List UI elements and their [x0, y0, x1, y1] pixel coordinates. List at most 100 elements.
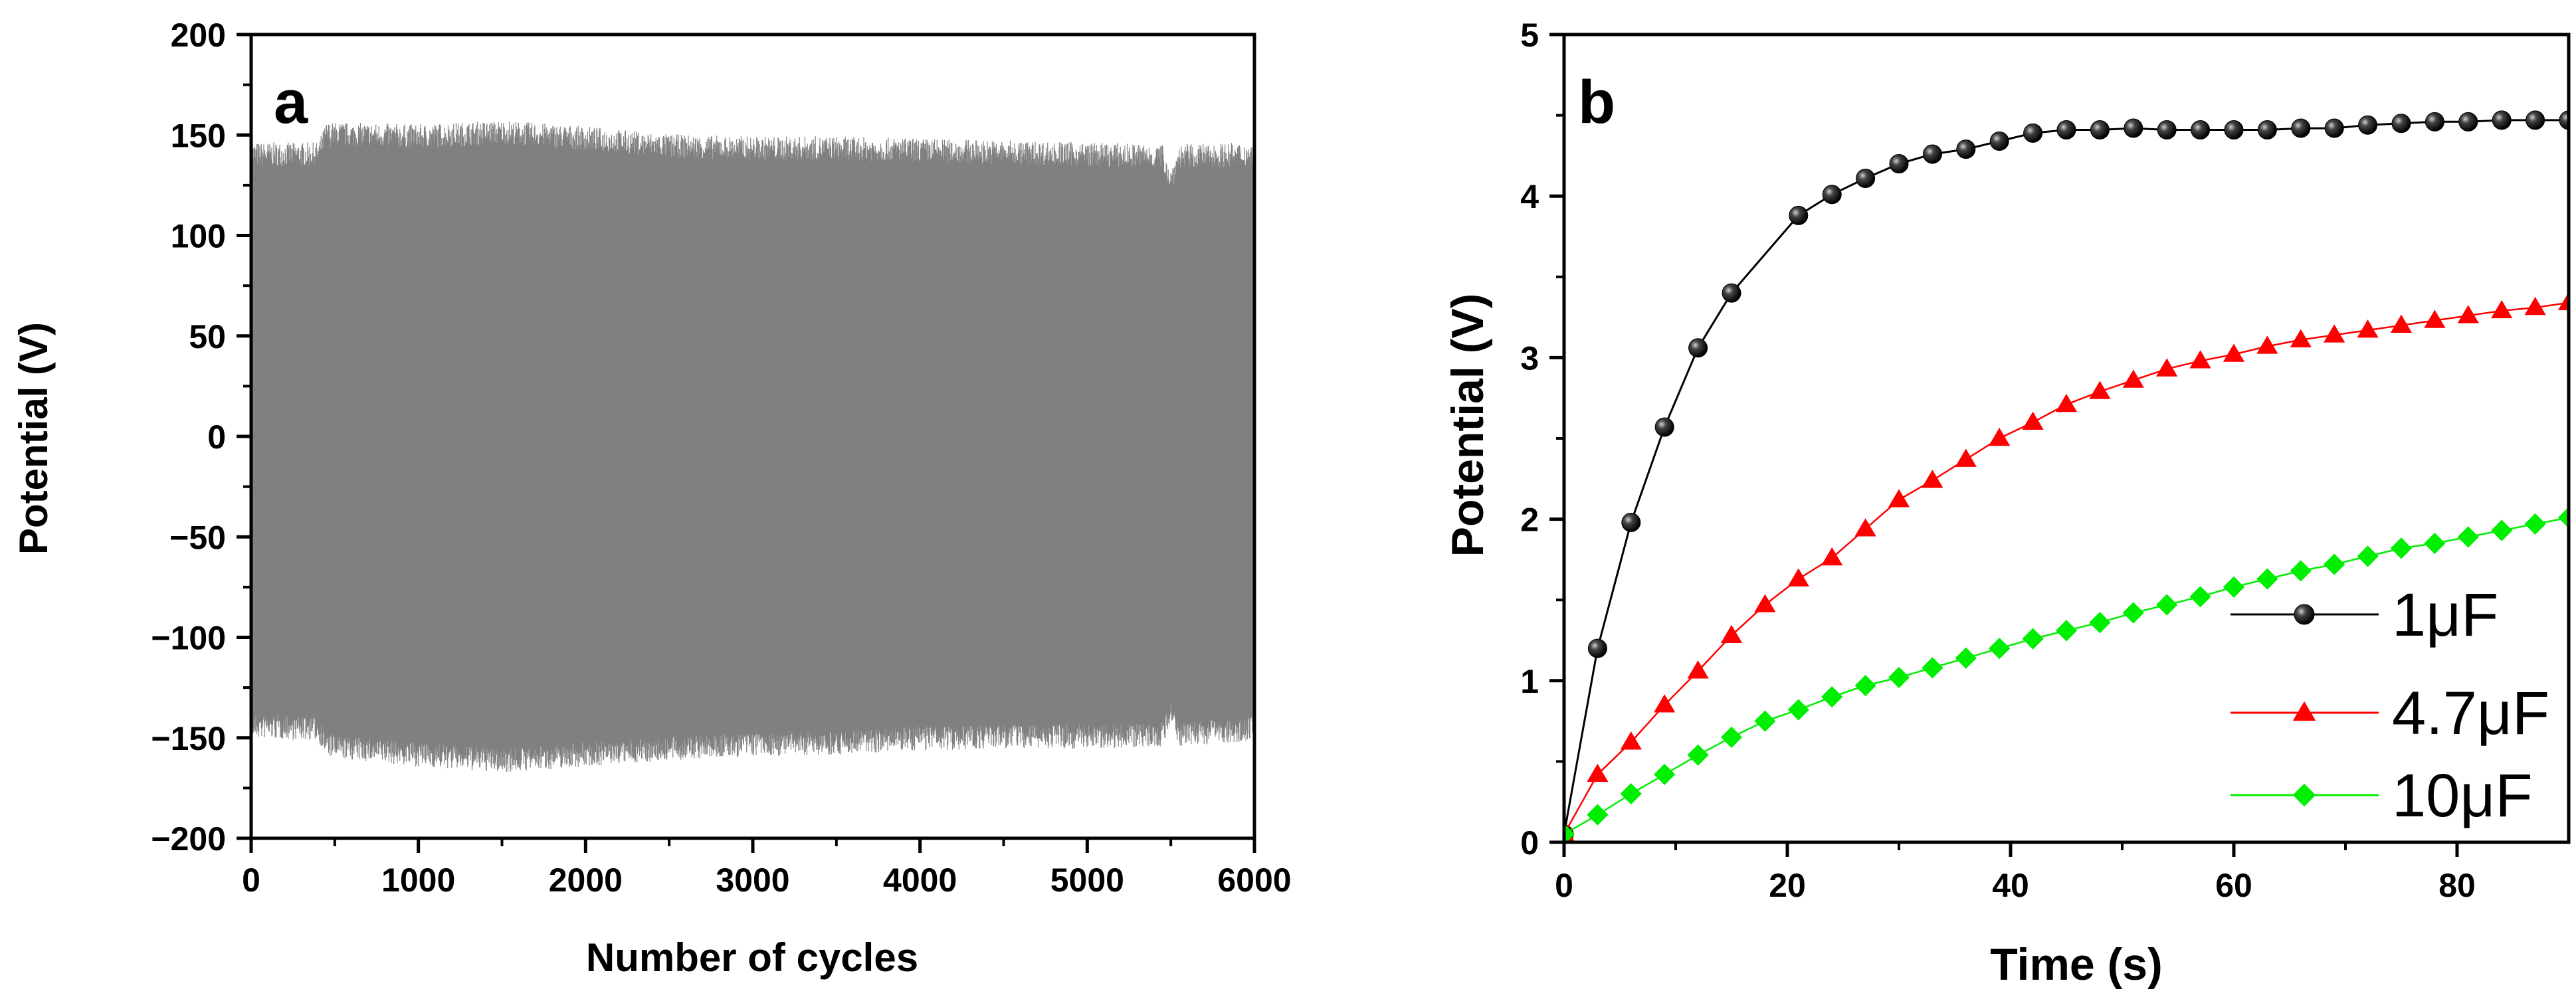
chart-b-point-10uf	[1754, 710, 1776, 732]
chart-b-point-10uf	[1888, 666, 1910, 689]
chart-b-point-10uf	[2055, 620, 2078, 642]
chart-b-point-4-7uf	[2324, 324, 2345, 343]
chart-b-point-1uf	[1688, 338, 1708, 358]
chart-a-series-band	[251, 122, 1254, 773]
chart-b-y-tick-label: 0	[1520, 824, 1539, 862]
chart-b-point-4-7uf	[2457, 305, 2479, 323]
chart-a-y-tick-label: −200	[151, 820, 226, 858]
chart-b-point-1uf	[1822, 185, 1842, 205]
chart-a-x-tick-label: 3000	[716, 862, 789, 899]
chart-b-point-1uf	[1856, 168, 1876, 188]
legend-marker-1uf	[2294, 604, 2315, 625]
chart-b-point-4-7uf	[2357, 319, 2379, 338]
chart-b-point-4-7uf	[2390, 314, 2413, 333]
chart-a-x-tick-label: 6000	[1217, 862, 1291, 899]
chart-a-y-tick-label: 100	[171, 218, 226, 255]
chart-a-x-tick-label: 0	[242, 862, 260, 899]
chart-b-legend: 1μF 4.7μF 10μF	[2230, 581, 2549, 830]
chart-a-panel-label: a	[274, 68, 308, 136]
chart-a-axes: 0 1000 2000 3000 4000 5000 6000 200 150 100 50 0 −50…	[151, 17, 1291, 899]
chart-b-point-10uf	[1720, 726, 1743, 749]
chart-b-point-4-7uf	[2122, 369, 2144, 388]
chart-b-point-10uf	[1620, 782, 1642, 805]
chart-b-point-10uf	[1564, 823, 1575, 842]
chart-b-point-10uf	[1587, 804, 1609, 826]
chart-b-series-4-7uf	[1564, 292, 2569, 842]
chart-b-series-line-4-7uf	[1564, 302, 2569, 835]
chart-b-point-4-7uf	[2256, 335, 2278, 354]
chart-b-point-1uf	[2425, 112, 2444, 132]
chart-b-point-4-7uf	[2055, 393, 2078, 412]
chart-b-point-10uf	[1955, 647, 1977, 669]
chart-a-y-axis-label: Potential (V)	[11, 322, 56, 555]
chart-b-point-10uf	[2290, 560, 2312, 582]
chart-b-point-4-7uf	[2089, 381, 2111, 399]
chart-b-point-1uf	[2559, 110, 2569, 130]
chart-b-point-10uf	[2256, 568, 2278, 590]
chart-b-x-tick-label: 60	[2215, 867, 2252, 904]
chart-b-point-4-7uf	[1955, 448, 1977, 467]
chart-b-x-tick-label: 80	[2438, 867, 2476, 904]
chart-b-y-tick-label: 1	[1520, 663, 1539, 700]
chart-b-point-1uf	[2257, 120, 2277, 139]
chart-b-point-4-7uf	[1587, 763, 1609, 782]
chart-b-point-4-7uf	[1989, 427, 2011, 446]
chart-b-point-1uf	[1989, 132, 2009, 151]
legend-label-1uf: 1μF	[2392, 581, 2498, 649]
chart-a-x-axis-label: Number of cycles	[586, 935, 918, 980]
chart-b-point-4-7uf	[1720, 624, 1743, 643]
chart-b-point-4-7uf	[2156, 358, 2178, 377]
chart-b-plot-area	[1564, 110, 2569, 842]
chart-b-point-4-7uf	[1922, 470, 1943, 488]
chart-b-point-1uf	[1654, 417, 1674, 437]
chart-b-point-1uf	[1889, 154, 1909, 174]
chart-b-point-1uf	[2124, 118, 2143, 138]
chart-b-point-4-7uf	[1888, 489, 1910, 507]
chart-b-point-10uf	[2424, 532, 2446, 555]
chart-a-y-tick-label: −150	[151, 720, 226, 757]
chart-a-y-tick-label: 150	[171, 117, 226, 154]
legend-label-4-7uf: 4.7μF	[2392, 680, 2549, 747]
chart-b-point-10uf	[1922, 657, 1943, 679]
chart-b-point-4-7uf	[2290, 329, 2312, 347]
chart-b-point-10uf	[1821, 686, 1843, 708]
legend-label-10uf: 10μF	[2392, 762, 2533, 830]
chart-b-point-1uf	[2324, 118, 2344, 138]
chart-b-point-1uf	[1922, 144, 1942, 164]
chart-a-y-tick-label: 200	[171, 17, 226, 54]
legend-marker-10uf	[2292, 783, 2316, 807]
chart-b-x-tick-label: 40	[1992, 867, 2029, 904]
chart-b-y-tick-label: 2	[1520, 502, 1539, 539]
chart-b-point-10uf	[1654, 763, 1676, 785]
chart-b-point-10uf	[2457, 526, 2479, 548]
chart-b-point-10uf	[2557, 507, 2569, 529]
chart-b-point-10uf	[2324, 553, 2345, 575]
chart-b-point-10uf	[1989, 638, 2011, 660]
chart-b-series-1uf	[1564, 110, 2569, 842]
chart-b-x-axis-label: Time (s)	[1990, 939, 2162, 990]
chart-b-point-1uf	[2157, 120, 2177, 139]
chart-b-point-10uf	[1687, 744, 1709, 766]
chart-b-point-4-7uf	[2491, 300, 2513, 319]
chart-b-point-1uf	[2492, 110, 2512, 130]
chart-b-point-1uf	[1621, 512, 1641, 532]
chart-a-x-tick-label: 4000	[883, 862, 957, 899]
chart-a-y-tick-label: 50	[189, 318, 226, 355]
chart-b-y-tick-label: 4	[1520, 178, 1539, 215]
chart-b-point-4-7uf	[2524, 296, 2546, 316]
chart-a-x-tick-label: 1000	[381, 862, 455, 899]
chart-b-point-4-7uf	[1754, 594, 1776, 612]
chart-b-point-10uf	[2022, 628, 2044, 650]
chart-b-point-4-7uf	[1654, 694, 1676, 713]
chart-b-point-1uf	[2458, 112, 2478, 132]
chart-b-point-1uf	[2224, 120, 2244, 139]
chart-b-point-10uf	[1854, 674, 1876, 697]
chart-b-point-4-7uf	[2557, 292, 2569, 310]
chart-b-point-4-7uf	[1620, 731, 1642, 750]
chart-a-y-tick-label: 0	[207, 418, 226, 456]
chart-b-point-1uf	[1722, 283, 1741, 303]
chart-b-point-10uf	[2223, 576, 2245, 598]
chart-b-point-1uf	[1956, 139, 1976, 159]
chart-b-point-1uf	[2291, 118, 2311, 138]
